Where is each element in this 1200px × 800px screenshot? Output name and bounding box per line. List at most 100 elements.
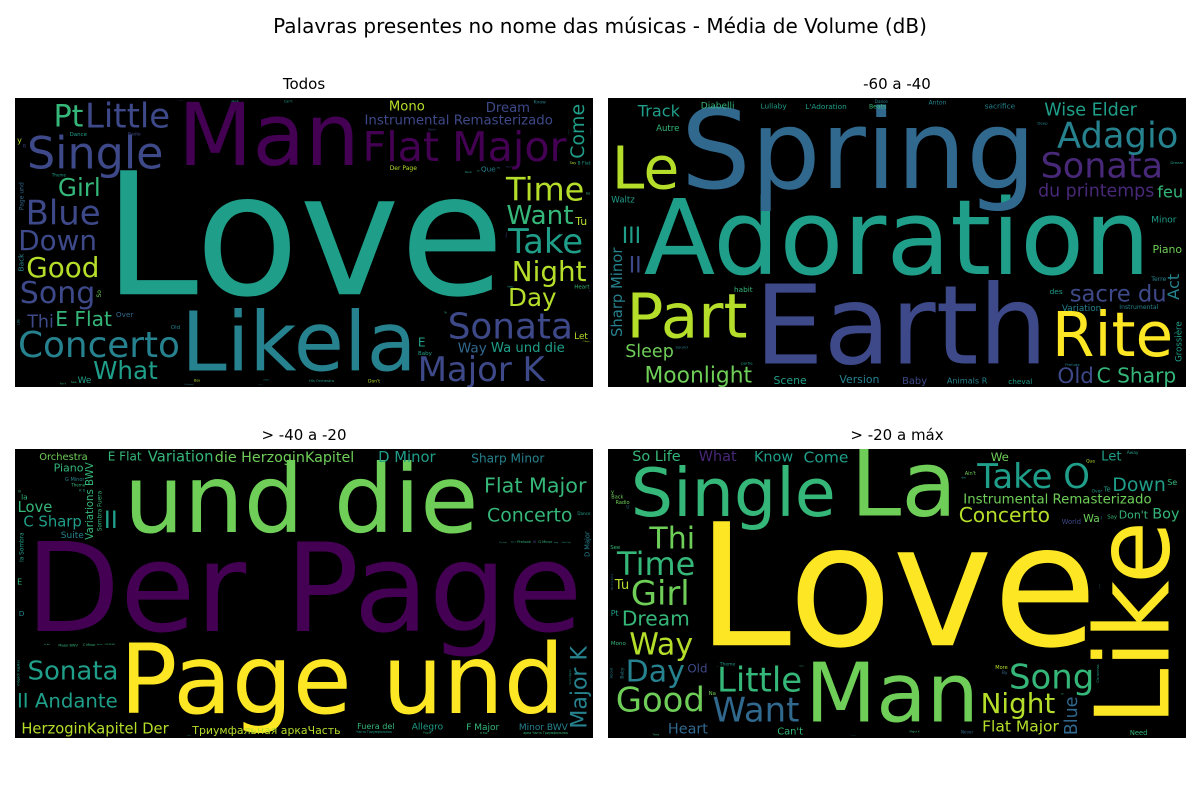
word: Down (18, 224, 97, 257)
word: C Minor (83, 643, 96, 647)
word: So Life (632, 449, 681, 465)
word: y (17, 136, 22, 145)
word: cheval (1008, 377, 1032, 386)
word: E Flat (108, 450, 142, 464)
word: Can't (284, 100, 293, 104)
word: Old (171, 325, 180, 331)
word: y (611, 489, 615, 495)
word: Flat Major (363, 123, 567, 171)
word: Major K (418, 350, 546, 387)
word: D Major (584, 531, 592, 557)
word: По ком (499, 542, 507, 544)
word: Time (505, 171, 584, 209)
word: Der Page (390, 165, 418, 172)
word: Dance (875, 99, 889, 104)
word: Know (754, 450, 793, 466)
word: Orchestra (39, 452, 88, 463)
word: Boy (1152, 506, 1180, 522)
word: la (21, 492, 28, 501)
word: B Flat (622, 549, 625, 552)
word: Man (805, 647, 979, 739)
word: Piano (574, 331, 577, 333)
word: Old (687, 661, 707, 675)
word: Le (612, 135, 680, 203)
word: bei uns (97, 644, 103, 646)
word: Dance (70, 132, 88, 138)
word: We (991, 450, 1009, 464)
word: Love (697, 488, 1098, 686)
word: Woman (179, 100, 184, 102)
word: Song (20, 276, 95, 311)
word: Te (1103, 485, 1111, 493)
word: Mono (611, 641, 627, 647)
word: Man (178, 98, 360, 186)
word: Lullaby (761, 102, 788, 111)
word: Variations BWV (85, 462, 96, 539)
word: More (995, 665, 1007, 671)
word: by (497, 166, 501, 170)
word: Wa und die (491, 341, 565, 356)
word: Ain't (60, 382, 66, 386)
word: D Minor (378, 449, 436, 466)
word: C Sharp (23, 513, 81, 530)
word: II (629, 254, 642, 279)
word: Down (1112, 474, 1166, 496)
word: Major K (910, 730, 920, 734)
word: Piano (1153, 243, 1183, 256)
word: Love (18, 499, 53, 516)
word: Away (1127, 450, 1139, 456)
word: D (19, 609, 25, 618)
word: Триумфальная аркаЧасть (191, 724, 340, 737)
word: III (622, 224, 641, 249)
word: арка Часть Триумфальная (523, 731, 567, 735)
word: Concerto (487, 505, 572, 527)
word: Major BWV (58, 643, 78, 647)
word: G Minor (258, 383, 263, 386)
word: Heart (574, 285, 590, 291)
word: partie (741, 360, 753, 365)
word: Sonata (448, 306, 573, 347)
word: Over (116, 310, 134, 319)
word: Old (1057, 364, 1094, 387)
word: Alternate (1098, 583, 1101, 589)
word: des (1050, 287, 1063, 296)
word: Never (961, 729, 974, 734)
word: Good (26, 251, 99, 284)
word: Blue (1062, 697, 1082, 736)
word: Back (17, 253, 26, 272)
word: Baby (418, 351, 433, 357)
word: About (609, 667, 613, 678)
word: Time (616, 545, 695, 583)
word: Come (567, 104, 589, 159)
word: Rite (1052, 300, 1173, 371)
word: Part (627, 281, 748, 352)
word: Flat Major (484, 474, 587, 498)
word: Dance (577, 511, 591, 516)
word: G Minor (65, 477, 85, 483)
word: Variation (148, 449, 214, 466)
word: Radio (128, 131, 141, 137)
word: HerzoginKapitel Der (21, 721, 169, 738)
word: Away (507, 286, 514, 289)
word: Minor BWV (519, 723, 569, 733)
wordcloud-todos: Love Likela Man Flat Major Single Instrumenta… (15, 98, 593, 387)
word: Thi (26, 312, 54, 332)
word: und die (124, 449, 479, 555)
word: Que (481, 165, 496, 174)
word: Song (554, 542, 559, 544)
word: КОМ ЗВОНИТ (105, 644, 115, 646)
word: Concerto (959, 503, 1050, 527)
panel-title-20-max: > -20 a máx (850, 426, 944, 444)
word: Sound (676, 345, 689, 350)
word: Sonata (28, 657, 119, 687)
word: Sombra Fuera (98, 490, 104, 531)
word: Suite (61, 531, 84, 541)
word: Come (804, 449, 849, 466)
word: Часть Триумфальная (356, 730, 392, 734)
word: Woman (969, 505, 973, 507)
word: Christmas (184, 383, 193, 386)
word: Say (1107, 514, 1118, 520)
word: Wise Elder (1044, 100, 1137, 120)
